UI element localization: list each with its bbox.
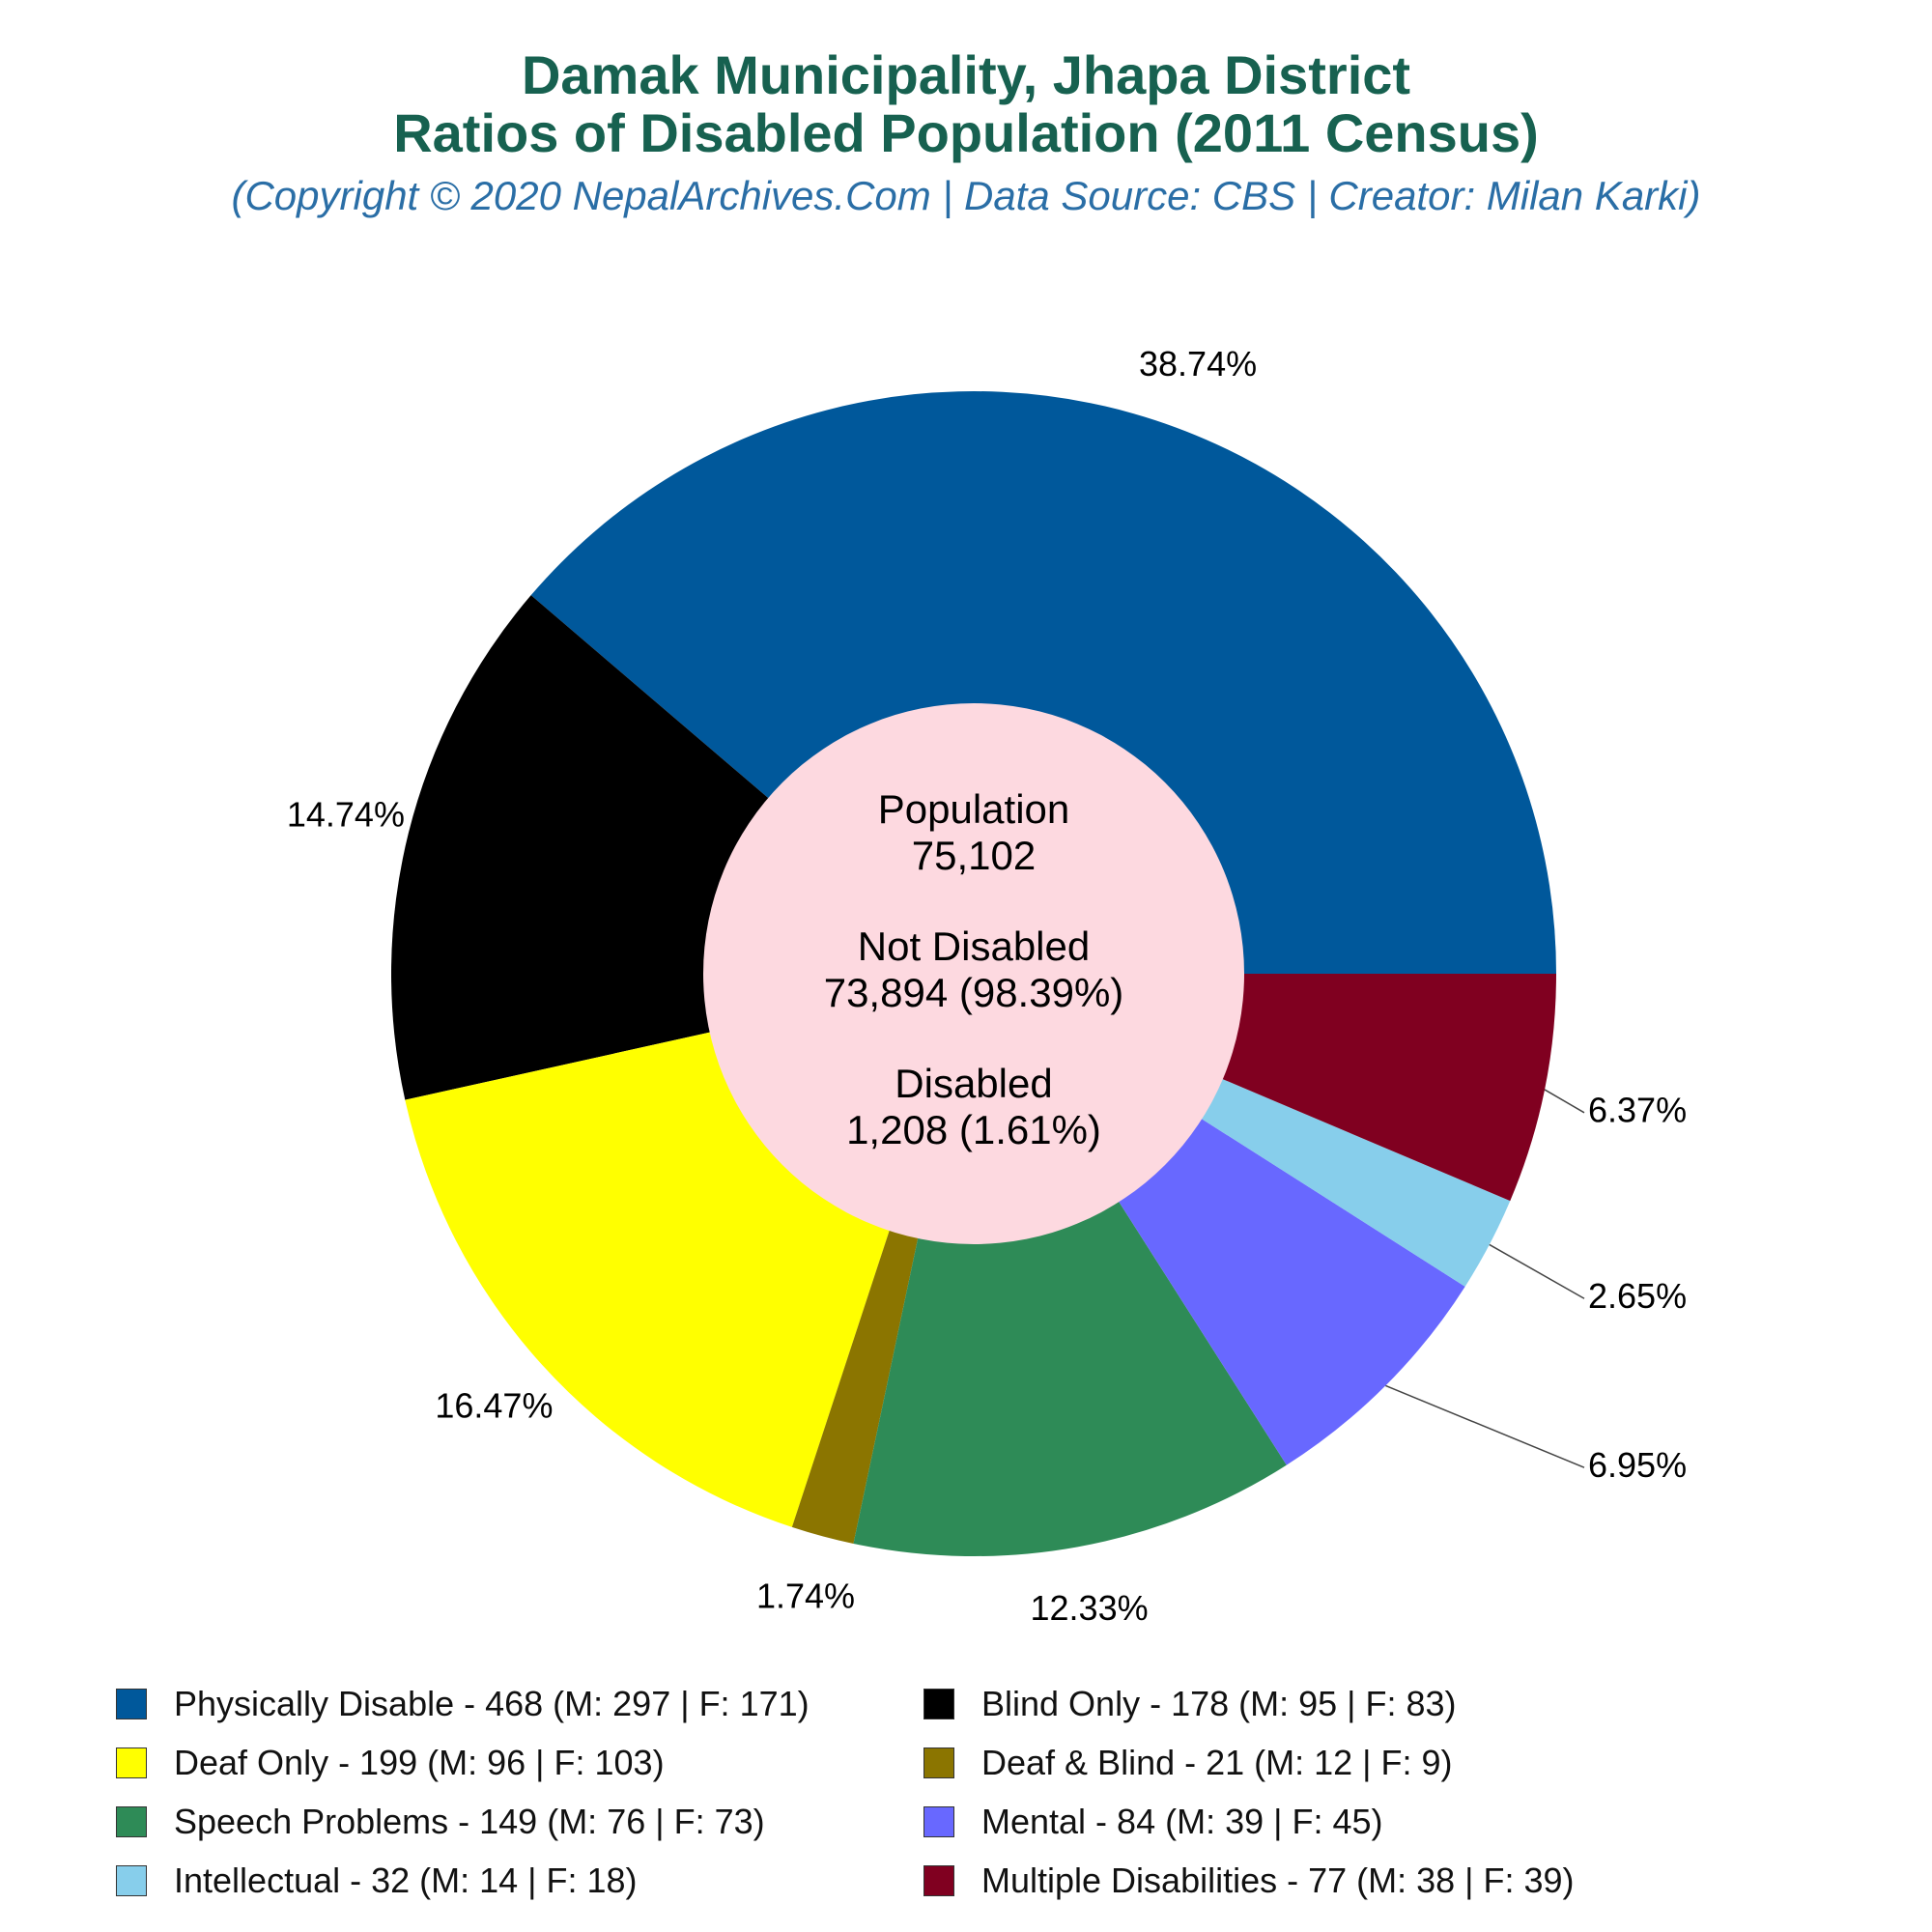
percent-label-physically-disable: 38.74% <box>1139 344 1257 384</box>
legend-label: Physically Disable - 468 (M: 297 | F: 17… <box>174 1684 810 1723</box>
leader-lines <box>1385 1089 1585 1468</box>
percent-label-deaf-only: 16.47% <box>435 1385 553 1425</box>
chart-legend: Physically Disable - 468 (M: 297 | F: 17… <box>116 1681 1855 1904</box>
chart-subtitle: (Copyright © 2020 NepalArchives.Com | Da… <box>231 173 1701 218</box>
center-population-label: Population <box>878 786 1070 832</box>
leader-line-multiple-disabilities <box>1544 1089 1585 1114</box>
leader-line-intellectual <box>1489 1243 1585 1299</box>
legend-label: Deaf & Blind - 21 (M: 12 | F: 9) <box>981 1743 1453 1782</box>
percent-label-multiple-disabilities: 6.37% <box>1588 1090 1687 1129</box>
legend-label: Multiple Disabilities - 77 (M: 38 | F: 3… <box>981 1861 1575 1900</box>
leader-line-mental <box>1385 1384 1585 1468</box>
slice-physically-disable <box>530 390 1557 974</box>
legend-item-multiple-disabilities: Multiple Disabilities - 77 (M: 38 | F: 3… <box>923 1858 1793 1904</box>
legend-swatch <box>923 1689 954 1719</box>
legend-item-speech-problems: Speech Problems - 149 (M: 76 | F: 73) <box>116 1799 923 1845</box>
legend-swatch <box>116 1747 147 1778</box>
percent-label-speech-problems: 12.33% <box>1031 1588 1149 1628</box>
legend-swatch <box>923 1806 954 1837</box>
center-circle <box>703 703 1244 1244</box>
percent-label-mental: 6.95% <box>1588 1445 1687 1485</box>
center-disabled-value: 1,208 (1.61%) <box>846 1107 1101 1152</box>
legend-label: Mental - 84 (M: 39 | F: 45) <box>981 1802 1383 1841</box>
legend-swatch <box>116 1806 147 1837</box>
legend-label: Intellectual - 32 (M: 14 | F: 18) <box>174 1861 638 1900</box>
center-not-disabled-label: Not Disabled <box>858 923 1090 969</box>
legend-label: Speech Problems - 149 (M: 76 | F: 73) <box>174 1802 765 1841</box>
legend-item-physically-disable: Physically Disable - 468 (M: 297 | F: 17… <box>116 1681 923 1727</box>
center-population-value: 75,102 <box>912 833 1036 878</box>
legend-item-deaf-only: Deaf Only - 199 (M: 96 | F: 103) <box>116 1740 923 1786</box>
percent-label-intellectual: 2.65% <box>1588 1276 1687 1316</box>
percent-labels: 38.74% 14.74% 16.47% 1.74% 12.33% 6.95% 2.65% 6… <box>287 344 1687 1628</box>
pie-chart: 38.74% 14.74% 16.47% 1.74% 12.33% 6.95% 2.65% 6… <box>287 344 1687 1628</box>
legend-label: Blind Only - 178 (M: 95 | F: 83) <box>981 1684 1457 1723</box>
legend-swatch <box>116 1865 147 1896</box>
legend-swatch <box>116 1689 147 1719</box>
percent-label-deaf-and-blind: 1.74% <box>756 1577 855 1616</box>
chart-title-line1: Damak Municipality, Jhapa District <box>521 44 1411 105</box>
legend-item-blind-only: Blind Only - 178 (M: 95 | F: 83) <box>923 1681 1793 1727</box>
percent-label-blind-only: 14.74% <box>287 794 405 834</box>
center-not-disabled-value: 73,894 (98.39%) <box>824 970 1124 1015</box>
legend-item-deaf-and-blind: Deaf & Blind - 21 (M: 12 | F: 9) <box>923 1740 1793 1786</box>
legend-label: Deaf Only - 199 (M: 96 | F: 103) <box>174 1743 665 1782</box>
legend-item-intellectual: Intellectual - 32 (M: 14 | F: 18) <box>116 1858 923 1904</box>
legend-swatch <box>923 1747 954 1778</box>
legend-item-mental: Mental - 84 (M: 39 | F: 45) <box>923 1799 1793 1845</box>
chart-title-line2: Ratios of Disabled Population (2011 Cens… <box>393 102 1539 163</box>
center-disabled-label: Disabled <box>895 1061 1052 1106</box>
legend-swatch <box>923 1865 954 1896</box>
